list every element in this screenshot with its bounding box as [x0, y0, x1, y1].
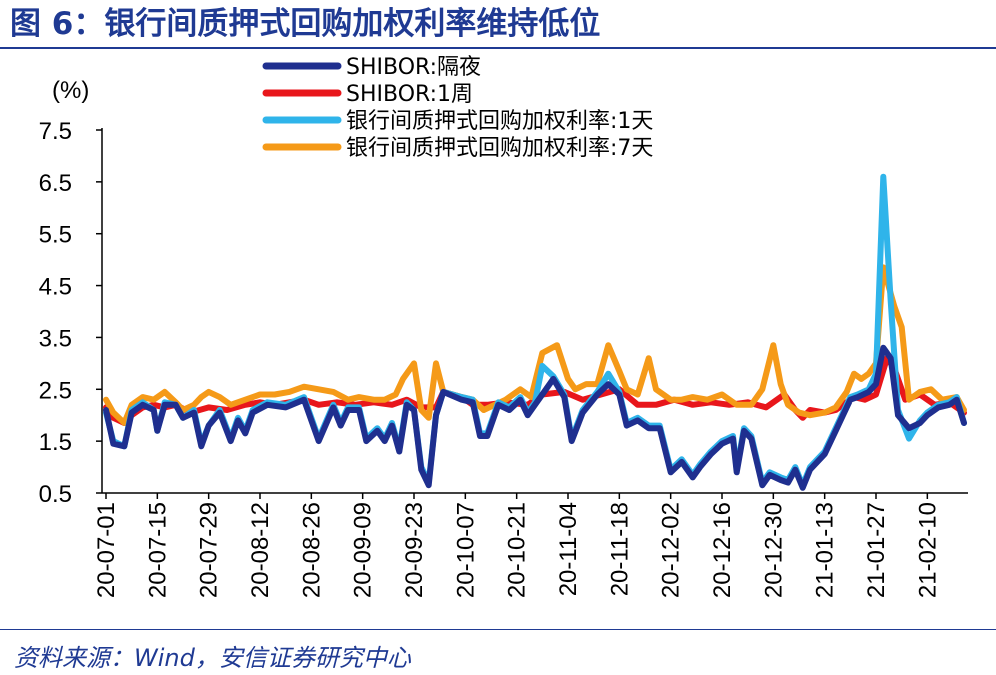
x-tick-label: 20-07-15 — [144, 502, 171, 598]
y-tick-label: 5.5 — [39, 222, 72, 249]
y-tick-label: 3.5 — [39, 325, 72, 352]
x-tick-label: 20-11-04 — [555, 502, 582, 596]
x-tick-label: 20-09-09 — [350, 502, 377, 598]
x-tick-label: 20-10-21 — [504, 502, 531, 598]
x-tick-label: 20-12-16 — [709, 502, 736, 598]
y-tick-label: 0.5 — [39, 481, 72, 508]
title-divider — [0, 47, 996, 49]
x-tick-label: 20-07-29 — [196, 502, 223, 598]
y-tick-label: 7.5 — [39, 118, 72, 145]
legend-label: SHIBOR:1周 — [346, 82, 473, 107]
y-tick-label: 6.5 — [39, 170, 72, 197]
legend-label: 银行间质押式回购加权利率:1天 — [346, 109, 653, 134]
source-note: 资料来源：Wind，安信证券研究中心 — [14, 644, 411, 672]
legend: SHIBOR:隔夜SHIBOR:1周银行间质押式回购加权利率:1天银行间质押式回… — [262, 55, 653, 161]
legend-label: SHIBOR:隔夜 — [346, 55, 481, 80]
legend-label: 银行间质押式回购加权利率:7天 — [346, 136, 653, 161]
line-chart: (%) 7.56.55.54.53.52.51.50.5 20-07-01 20-… — [39, 55, 968, 598]
x-tick-label: 20-12-02 — [658, 502, 685, 598]
page-title: 图 6：银行间质押式回购加权利率维持低位 — [10, 6, 601, 42]
y-tick-label: 1.5 — [39, 429, 72, 456]
x-tick-label: 20-11-18 — [606, 502, 633, 596]
y-tick-label: 2.5 — [39, 377, 72, 404]
series-layer — [103, 173, 967, 491]
x-tick-label: 21-01-13 — [812, 502, 839, 598]
x-tick-label: 21-01-27 — [863, 502, 890, 598]
x-tick-label: 20-12-30 — [760, 502, 787, 598]
x-tick-label: 21-02-10 — [914, 502, 941, 598]
y-tick-label: 4.5 — [39, 274, 72, 301]
series-line-3 — [103, 264, 967, 426]
x-tick-label: 20-10-07 — [452, 502, 479, 598]
y-axis-unit: (%) — [52, 77, 89, 104]
series-line-0 — [103, 344, 967, 491]
x-axis: 20-07-01 20-07-15 20-07-29 20-08-12 20-08-26… — [93, 493, 941, 598]
series-line-2 — [103, 173, 967, 489]
x-tick-label: 20-07-01 — [93, 502, 120, 598]
x-tick-label: 20-08-12 — [247, 502, 274, 598]
x-tick-label: 20-08-26 — [298, 502, 325, 598]
y-axis: 7.5 6.5 5.5 4.5 3.5 2.5 1.5 0.5 — [39, 118, 102, 508]
source-divider — [0, 629, 996, 630]
x-tick-label: 20-09-23 — [401, 502, 428, 598]
